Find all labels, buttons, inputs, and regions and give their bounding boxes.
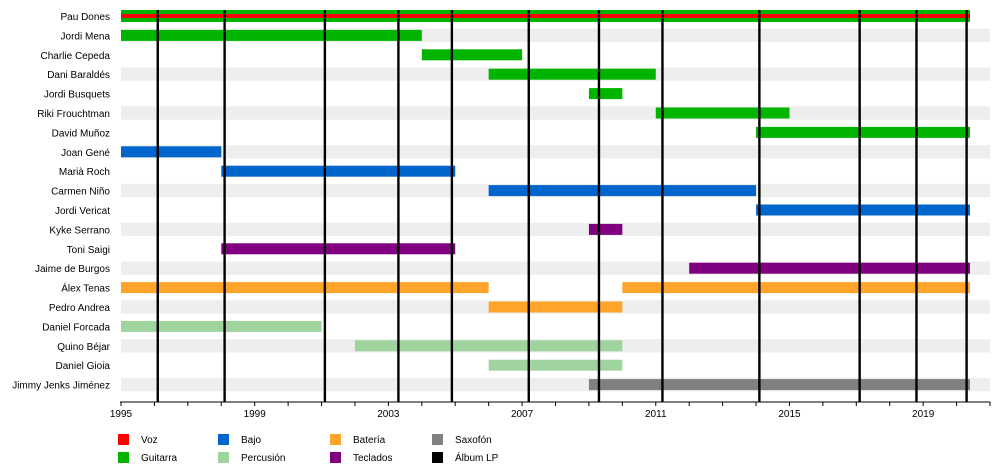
album-lines — [156, 10, 968, 402]
member-labels: Pau Dones Jordi Mena Charlie Cepeda Dani Ba… — [12, 12, 110, 392]
member-label: Joan Gené — [61, 148, 110, 159]
legend-label: Guitarra — [141, 453, 178, 464]
member-label: Daniel Forcada — [42, 322, 110, 333]
bar-guitarra — [756, 126, 970, 138]
legend-label: Teclados — [353, 453, 392, 464]
member-label: David Muñoz — [52, 128, 110, 139]
bar-teclados — [588, 223, 623, 235]
x-tick-label: 2011 — [645, 409, 667, 420]
x-tick-label: 2015 — [778, 409, 801, 420]
member-label: Álex Tenas — [61, 282, 110, 295]
member-label: Charlie Cepeda — [41, 51, 111, 62]
legend-swatch — [330, 434, 341, 445]
bar-guitarra — [488, 68, 656, 80]
member-label: Kyke Serrano — [49, 225, 110, 236]
member-label: Jordi Busquets — [44, 90, 110, 101]
row-stripe — [121, 145, 990, 159]
bar-percusión — [488, 359, 623, 371]
bar-batería — [488, 301, 623, 313]
bar-saxofón — [588, 379, 970, 391]
member-label: Carmen Niño — [51, 187, 110, 198]
bar-guitarra — [421, 49, 523, 61]
legend-swatch — [330, 452, 341, 463]
bar-guitarra — [655, 107, 790, 119]
member-label: Jimmy Jenks Jiménez — [12, 381, 110, 392]
member-label: Pedro Andrea — [49, 303, 111, 314]
legend-label: Percusión — [241, 453, 285, 464]
bar-guitarra — [588, 88, 623, 100]
row-stripe — [121, 222, 990, 237]
bar-teclados — [221, 243, 456, 255]
x-tick-label: 2003 — [377, 409, 400, 420]
x-tick-label: 1999 — [244, 409, 267, 420]
x-tick-label: 1995 — [110, 409, 133, 420]
bar-voz — [121, 14, 970, 18]
legend-label: Voz — [141, 435, 158, 446]
bar-guitarra — [121, 29, 422, 41]
member-label: Riki Frouchtman — [37, 109, 110, 120]
bar-percusión — [354, 340, 623, 352]
member-label: Jaime de Burgos — [35, 264, 110, 275]
bar-batería — [121, 282, 489, 294]
bar-batería — [622, 282, 970, 294]
x-tick-label: 2007 — [511, 409, 534, 420]
bar-percusión — [121, 320, 322, 332]
member-label: Quino Béjar — [57, 342, 110, 353]
legend-label: Saxofón — [455, 435, 492, 446]
x-tick-label: 2019 — [912, 409, 935, 420]
legend-swatch — [118, 452, 129, 463]
legend-label: Batería — [353, 435, 386, 446]
member-bars — [121, 10, 970, 391]
member-label: Jordi Vericat — [55, 206, 110, 217]
bar-bajo — [221, 165, 456, 177]
member-label: Jordi Mena — [61, 31, 111, 42]
legend-label: Bajo — [241, 435, 261, 446]
member-label: Marià Roch — [59, 167, 110, 178]
x-axis: 1995 1999 2003 2007 2011 2015 2019 — [110, 401, 991, 420]
legend-swatch — [218, 452, 229, 463]
member-label: Toni Saigi — [67, 245, 110, 256]
legend-swatch — [432, 452, 443, 463]
legend-swatch — [432, 434, 443, 445]
legend: Voz Guitarra Bajo Percusión Batería Teclados S… — [118, 434, 499, 464]
bar-teclados — [689, 262, 970, 274]
legend-swatch — [218, 434, 229, 445]
member-label: Dani Baraldés — [47, 70, 110, 81]
bar-bajo — [121, 146, 222, 158]
member-label: Pau Dones — [61, 12, 110, 23]
bar-bajo — [488, 185, 757, 197]
bar-bajo — [756, 204, 970, 216]
legend-swatch — [118, 434, 129, 445]
legend-label: Álbum LP — [455, 451, 499, 464]
member-label: Daniel Gioia — [56, 361, 111, 372]
